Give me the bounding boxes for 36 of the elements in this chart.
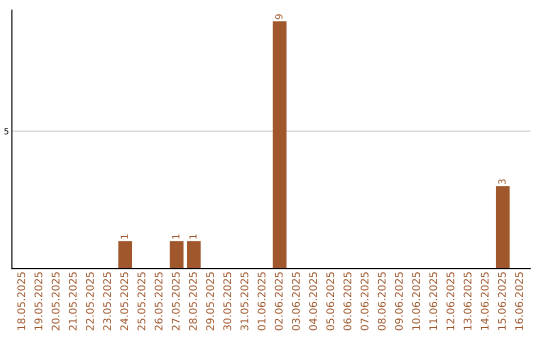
x-tick-label: 11.06.2025 <box>429 272 438 330</box>
x-tick-label: 29.05.2025 <box>206 272 214 330</box>
x-tick-label: 30.05.2025 <box>223 272 232 330</box>
x-tick-label: 05.06.2025 <box>326 272 334 330</box>
x-tick-label: 26.05.2025 <box>154 272 163 330</box>
x-tick-label: 07.06.2025 <box>360 272 369 330</box>
x-tick-label: 21.05.2025 <box>68 272 77 330</box>
y-tick-label: 5 <box>4 128 8 134</box>
x-tick-label: 06.06.2025 <box>343 272 352 330</box>
x-tick-label: 13.06.2025 <box>464 272 472 330</box>
x-tick-label: 25.05.2025 <box>137 272 146 330</box>
x-tick-label: 27.05.2025 <box>172 272 180 330</box>
x-tick-label: 15.06.2025 <box>498 272 506 330</box>
x-tick-label: 22.05.2025 <box>86 272 94 330</box>
x-tick-label: 04.06.2025 <box>309 272 318 330</box>
x-tick-label: 02.06.2025 <box>274 272 283 330</box>
x-tick-label: 20.05.2025 <box>52 272 60 330</box>
x-tick-label: 23.05.2025 <box>103 272 112 330</box>
x-tick-label: 14.06.2025 <box>480 272 489 330</box>
x-tick-label: 01.06.2025 <box>258 272 266 330</box>
x-tick-label: 09.06.2025 <box>394 272 403 330</box>
x-tick-label: 12.06.2025 <box>446 272 454 330</box>
data-label: 1 <box>189 234 197 239</box>
x-tick-label: 28.05.2025 <box>188 272 197 330</box>
x-tick-label: 08.06.2025 <box>378 272 386 330</box>
data-label: 1 <box>172 234 180 239</box>
data-label: 1 <box>120 234 128 239</box>
x-tick-label: 24.05.2025 <box>120 272 128 330</box>
data-label: 3 <box>498 179 506 184</box>
x-tick-label: 10.06.2025 <box>412 272 420 330</box>
x-tick-label: 19.05.2025 <box>34 272 42 330</box>
data-label: 9 <box>275 14 282 20</box>
x-tick-label: 16.06.2025 <box>515 272 524 330</box>
x-tick-label: 31.05.2025 <box>240 272 248 330</box>
x-tick-label: 18.05.2025 <box>17 272 26 330</box>
x-tick-label: 03.06.2025 <box>292 272 300 330</box>
